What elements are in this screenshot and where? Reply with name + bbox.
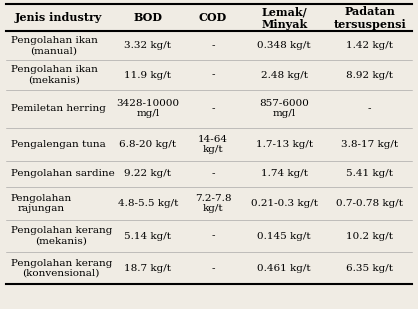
Text: -: -	[212, 169, 215, 178]
Text: BOD: BOD	[133, 12, 163, 23]
Text: 14-64
kg/t: 14-64 kg/t	[198, 135, 228, 154]
Text: 18.7 kg/t: 18.7 kg/t	[125, 264, 171, 273]
Text: 8.92 kg/t: 8.92 kg/t	[346, 70, 393, 79]
Text: 5.41 kg/t: 5.41 kg/t	[346, 169, 393, 178]
Text: 11.9 kg/t: 11.9 kg/t	[125, 70, 171, 79]
Text: 0.7-0.78 kg/t: 0.7-0.78 kg/t	[336, 199, 403, 208]
Text: -: -	[212, 41, 215, 50]
Text: Pengolahan kerang
(konvensional): Pengolahan kerang (konvensional)	[10, 259, 112, 278]
Text: 0.348 kg/t: 0.348 kg/t	[257, 41, 311, 50]
Text: -: -	[368, 104, 372, 113]
Text: 10.2 kg/t: 10.2 kg/t	[346, 232, 393, 241]
Text: 9.22 kg/t: 9.22 kg/t	[125, 169, 171, 178]
Text: 2.48 kg/t: 2.48 kg/t	[261, 70, 308, 79]
Text: Pengolahan kerang
(mekanis): Pengolahan kerang (mekanis)	[10, 226, 112, 246]
Text: Pengolahan ikan
(mekanis): Pengolahan ikan (mekanis)	[10, 65, 97, 85]
Text: 7.2-7.8
kg/t: 7.2-7.8 kg/t	[195, 194, 231, 213]
Text: Lemak/
Minyak: Lemak/ Minyak	[261, 6, 307, 30]
Text: 0.461 kg/t: 0.461 kg/t	[257, 264, 311, 273]
Text: 3428-10000
mg/l: 3428-10000 mg/l	[116, 99, 179, 118]
Text: Pengalengan tuna: Pengalengan tuna	[10, 140, 105, 149]
Text: 857-6000
mg/l: 857-6000 mg/l	[259, 99, 309, 118]
Text: Jenis industry: Jenis industry	[15, 12, 102, 23]
Text: Padatan
tersuspensi: Padatan tersuspensi	[334, 6, 406, 30]
Text: Pemiletan herring: Pemiletan herring	[10, 104, 105, 113]
Text: Pengolahan ikan
(manual): Pengolahan ikan (manual)	[10, 36, 97, 56]
Text: -: -	[212, 104, 215, 113]
Text: -: -	[212, 70, 215, 79]
Text: -: -	[212, 264, 215, 273]
Text: 1.42 kg/t: 1.42 kg/t	[346, 41, 393, 50]
Text: Pengolahan sardine: Pengolahan sardine	[10, 169, 114, 178]
Text: 6.8-20 kg/t: 6.8-20 kg/t	[120, 140, 176, 149]
Text: 4.8-5.5 kg/t: 4.8-5.5 kg/t	[118, 199, 178, 208]
Text: Pengolahan
rajungan: Pengolahan rajungan	[10, 194, 72, 213]
Text: 1.74 kg/t: 1.74 kg/t	[261, 169, 308, 178]
Text: 5.14 kg/t: 5.14 kg/t	[125, 232, 171, 241]
Text: 3.32 kg/t: 3.32 kg/t	[125, 41, 171, 50]
Text: 0.21-0.3 kg/t: 0.21-0.3 kg/t	[251, 199, 318, 208]
Text: 1.7-13 kg/t: 1.7-13 kg/t	[256, 140, 313, 149]
Text: COD: COD	[199, 12, 227, 23]
Text: 6.35 kg/t: 6.35 kg/t	[346, 264, 393, 273]
Text: 3.8-17 kg/t: 3.8-17 kg/t	[341, 140, 398, 149]
Text: 0.145 kg/t: 0.145 kg/t	[257, 232, 311, 241]
Text: -: -	[212, 232, 215, 241]
